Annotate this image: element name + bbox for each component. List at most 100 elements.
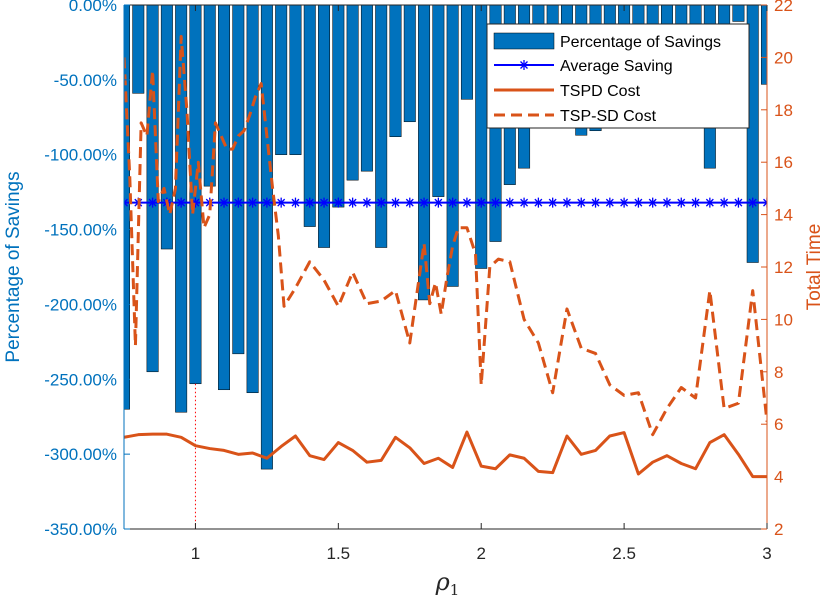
average-marker [233,197,244,208]
bar [475,5,488,269]
asterisk-stroke [420,198,429,207]
average-marker [561,197,572,208]
asterisk-stroke [362,198,371,207]
legend-label: TSPD Cost [560,83,641,100]
bar [146,5,159,373]
bar [303,5,316,227]
bar [218,5,230,391]
legend-label: Average Saving [560,58,673,75]
bar [318,5,331,248]
bar [260,5,273,470]
asterisk-stroke [491,198,500,207]
asterisk-stroke [334,198,343,207]
x-axis-title-symbol: ρ [435,568,450,596]
asterisk-stroke [748,198,757,207]
y-left-tick-label: -100.00% [44,146,117,165]
asterisk-stroke [348,198,357,207]
average-marker [319,197,330,208]
y-right-tick-label: 10 [774,310,793,329]
average-marker [504,197,515,208]
y-left-tick-label: -350.00% [44,520,117,539]
asterisk-stroke [520,198,529,207]
legend-label: Percentage of Savings [560,34,721,51]
asterisk-stroke [663,198,671,207]
average-marker [762,197,767,208]
average-marker [404,197,415,208]
asterisk-stroke [577,198,586,207]
bar [418,5,431,301]
y-left-tick-label: 0.00% [69,0,117,15]
average-marker [376,197,387,208]
average-marker [647,197,658,208]
y-left-tick-label: -50.00% [54,71,117,90]
average-marker [590,197,601,208]
bar [389,5,402,137]
asterisk-stroke [124,201,128,207]
asterisk-stroke [305,198,314,207]
average-marker [290,197,301,208]
x-axis-title-subscript: 1 [450,581,460,598]
asterisk-stroke [591,198,600,207]
asterisk-stroke [648,198,657,207]
average-marker [704,197,715,208]
average-marker [347,197,358,208]
bar [232,5,245,355]
average-marker [176,197,187,208]
average-marker [490,197,501,208]
average-marker [747,197,758,208]
asterisk-stroke [763,201,767,207]
asterisk-stroke [677,198,686,207]
average-marker [419,197,430,208]
bar [132,5,145,94]
asterisk-stroke [234,198,243,207]
y-right-tick-label: 22 [774,0,793,15]
x-tick-label: 2 [476,544,485,563]
average-marker [461,197,472,208]
bar [632,5,645,27]
asterisk-stroke [691,198,700,207]
legend: Percentage of Savings Average Saving TSPD … [486,23,750,129]
bar [160,5,173,250]
y-right-tick-label: 2 [774,520,783,539]
y-left-title: Percentage of Savings [3,171,24,362]
asterisk-stroke [405,198,414,207]
y-right-tick-label: 8 [774,363,783,382]
bar [732,5,745,22]
asterisk-stroke [320,198,329,207]
asterisk-stroke [763,198,767,204]
average-marker [390,197,401,208]
average-marker [304,197,315,208]
legend-average-marker [519,60,529,70]
asterisk-stroke [434,198,443,207]
average-marker [519,197,530,208]
average-marker [661,197,672,208]
legend-swatch-bar [493,32,555,50]
bar [175,5,188,413]
legend-label: TSP-SD Cost [560,108,657,125]
y-right-tick-label: 12 [774,258,793,277]
average-marker [247,197,258,208]
bar [203,5,216,187]
asterisk-stroke [520,61,528,69]
x-tick-label: 2.5 [612,544,636,563]
y-right-tick-label: 16 [774,153,793,172]
bar [360,5,373,172]
average-marker [604,197,615,208]
y-left-tick-label: -150.00% [44,221,117,240]
x-tick-label: 3 [762,544,771,563]
bar [275,5,288,155]
y-right-tick-label: 4 [774,468,783,487]
asterisk-stroke [291,198,300,207]
average-marker [633,197,644,208]
average-marker [219,197,230,208]
axes-layer: 1 1.5 2 2.5 3 0.00% -50.00% -100.00% -150.00% -20… [3,0,825,599]
bar [332,5,345,208]
average-marker [476,197,487,208]
y-right-tick-label: 6 [774,415,783,434]
asterisk-stroke [262,198,271,207]
average-marker [719,197,730,208]
bar [289,5,302,155]
x-axis-title: ρ1 [435,568,460,598]
bar [375,5,388,248]
